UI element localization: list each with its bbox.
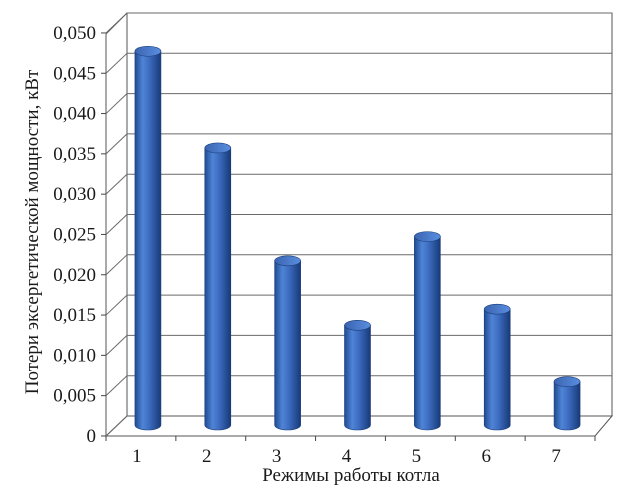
y-tick-label: 0,015 [53,305,96,326]
bar-body [553,381,581,431]
y-tick-label: 0,010 [53,345,96,366]
y-tick-label: 0,005 [53,386,96,407]
bar-body [483,308,511,431]
y-tick-label: 0,025 [53,224,96,245]
bar-top [274,255,301,267]
y-tick-label: 0 [87,426,97,447]
grid-line-side [105,173,128,195]
grid-line-side [105,12,128,34]
x-tick-label: 7 [551,446,561,467]
y-tick-label: 0,050 [53,23,96,44]
grid-line-side [105,335,128,356]
grid-line-side [105,214,128,235]
y-tick-label: 0,045 [53,63,96,84]
x-tick-label: 4 [342,446,352,467]
bar-top [414,231,441,242]
x-tick-label: 2 [202,446,212,467]
x-axis-ticks: 1 2 3 4 5 6 7 [105,436,596,467]
bars [134,45,581,431]
x-tick-label: 3 [272,446,282,467]
y-axis-ticks: 0 0,005 0,010 0,015 0,020 0,025 0,030 0,035 0,04… [53,23,106,447]
bar-body [344,324,371,431]
bar [204,142,232,431]
bar [483,303,511,431]
grid-line-side [105,254,128,276]
bar-body [274,260,301,431]
bar-top [344,319,371,331]
bar [274,255,301,431]
x-tick-label: 1 [132,446,142,467]
bar [553,376,581,431]
bar-top [134,45,162,57]
bar-body [134,50,162,431]
grid-line-side [105,294,128,316]
y-axis-title: Потери эксергетической мощности, кВт [22,69,43,394]
grid-line-side [105,133,128,155]
y-tick-label: 0,020 [53,265,96,286]
bar-top [553,376,581,388]
bar-body [204,147,232,431]
y-tick-label: 0,035 [53,144,96,165]
bar-top [204,142,232,154]
grid-line-side [105,93,128,114]
grid-line-side [105,415,128,437]
bar [344,319,371,431]
y-tick-label: 0,030 [53,184,96,205]
grid-line-side [105,375,128,397]
bar [414,231,441,431]
bar [134,45,162,431]
x-tick-label: 5 [412,446,422,467]
x-axis-title: Режимы работы котла [262,465,440,486]
grid-line-side [105,52,128,74]
bar-body [414,236,441,431]
bar-top [483,303,511,315]
y-tick-label: 0,040 [53,104,96,125]
x-tick-label: 6 [481,446,491,467]
